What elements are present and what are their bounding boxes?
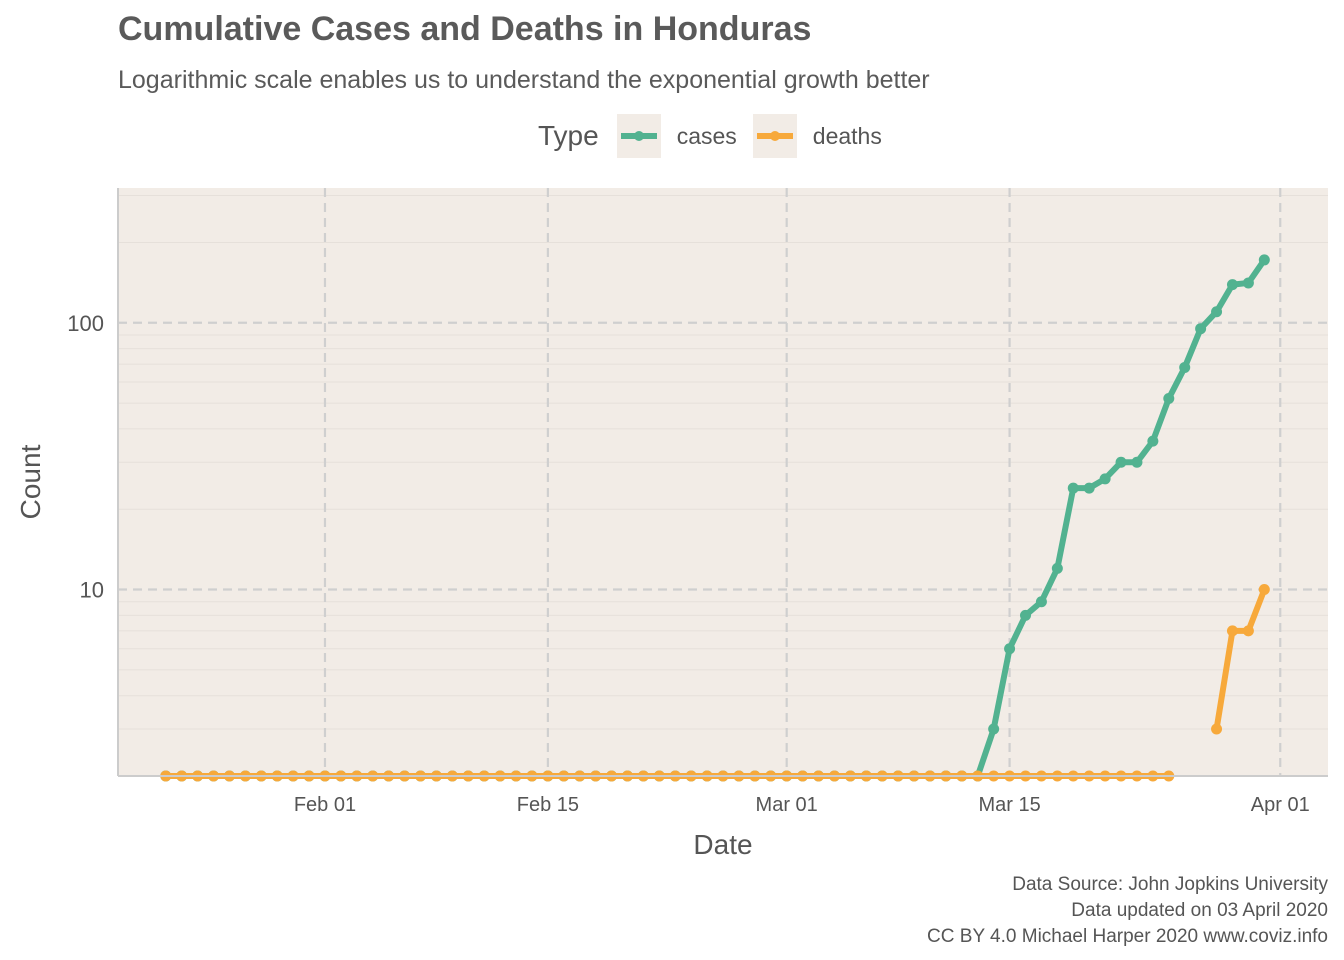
y-tick-label: 100 [67,311,104,336]
legend-key-cases [616,114,661,158]
data-point-cases [1067,482,1079,494]
legend-point-cases [633,131,644,141]
caption-license: CC BY 4.0 Michael Harper 2020 www.coviz.… [927,926,1328,947]
legend-label-cases: cases [676,122,737,149]
x-tick-label: Feb 15 [517,794,579,816]
data-point-deaths [1211,723,1223,735]
y-axis-title: Count [15,444,46,519]
data-point-cases [1226,279,1238,291]
legend-item-cases: cases [616,114,737,158]
legend-label-deaths: deaths [812,122,882,149]
legend-title: Type [538,120,599,151]
series-line-deaths [1213,586,1268,733]
data-point-cases [1258,254,1270,266]
y-tick-labels: 10 100 [67,311,104,603]
data-point-cases [1004,643,1016,655]
chart-subtitle: Logarithmic scale enables us to understa… [118,66,930,94]
data-point-deaths [1226,625,1238,637]
legend-point-deaths [769,131,780,141]
x-tick-label: Mar 01 [756,794,818,816]
caption-updated: Data updated on 03 April 2020 [1071,900,1328,921]
y-tick-label: 10 [80,578,104,603]
caption: Data Source: John Jopkins University Dat… [927,872,1328,950]
data-point-cases [1020,609,1031,621]
data-point-cases [1147,435,1159,447]
x-tick-label: Feb 01 [294,794,356,816]
data-point-cases [1179,361,1191,373]
x-tick-label: Mar 15 [978,794,1040,816]
chart-title: Cumulative Cases and Deaths in Honduras [118,10,812,48]
caption-source: Data Source: John Jopkins University [1012,874,1328,895]
x-tick-labels: Feb 01 Feb 15 Mar 01 Mar 15 Apr 01 [294,794,1310,816]
x-axis-title: Date [693,829,752,860]
minor-gridlines [118,194,1328,730]
legend-key-deaths [752,114,797,158]
data-point-cases [1115,456,1127,468]
data-point-cases [1035,596,1047,608]
legend: Type cases deaths [538,114,898,158]
x-tick-label: Apr 01 [1251,794,1310,816]
plot-panel [118,188,1328,776]
data-point-cases [1163,393,1175,405]
data-point-deaths [1258,584,1270,596]
major-gridlines [118,188,1328,776]
data-point-deaths [1242,625,1254,637]
data-point-cases [1131,456,1143,468]
data-point-cases [1099,473,1111,485]
data-point-cases [1051,562,1063,574]
legend-item-deaths: deaths [752,114,882,158]
data-point-cases [1083,482,1095,494]
data-point-cases [1211,306,1223,318]
data-point-cases [1195,323,1207,335]
data-point-cases [988,723,1000,735]
data-point-cases [1242,277,1254,289]
